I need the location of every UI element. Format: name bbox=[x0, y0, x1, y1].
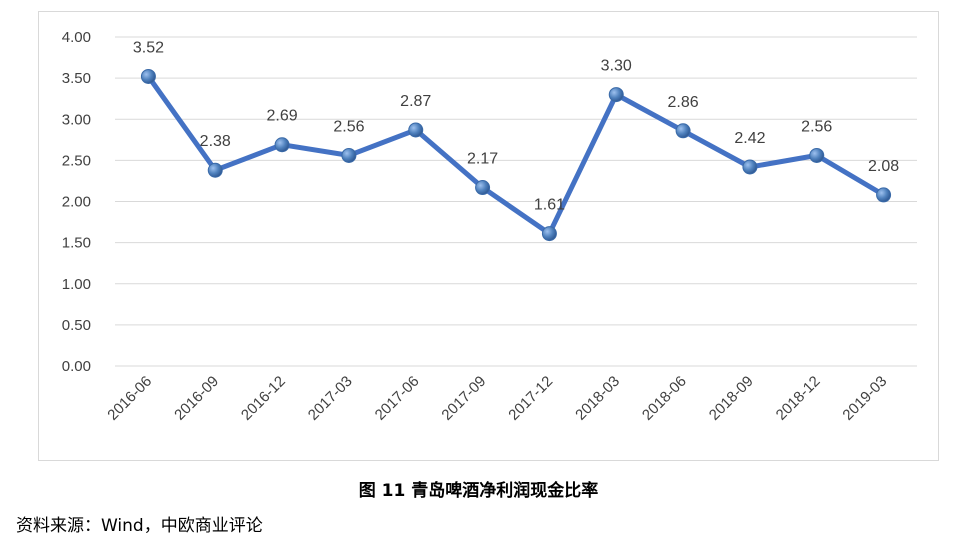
x-tick-label: 2017-09 bbox=[438, 373, 489, 424]
x-tick-label: 2018-09 bbox=[706, 373, 757, 424]
y-axis-ticks: 0.00 0.50 1.00 1.50 2.00 2.50 3.00 3.50 4.00 bbox=[62, 29, 91, 375]
y-tick-label: 1.00 bbox=[62, 276, 91, 293]
data-point-marker bbox=[274, 137, 290, 153]
chart-frame: 0.00 0.50 1.00 1.50 2.00 2.50 3.00 3.50 4.00 201… bbox=[38, 11, 939, 461]
x-tick-label: 2017-12 bbox=[505, 373, 556, 424]
y-tick-label: 2.00 bbox=[62, 194, 91, 211]
series-line-layer bbox=[145, 74, 887, 237]
data-point-marker bbox=[341, 147, 357, 163]
data-point-marker bbox=[475, 180, 491, 196]
data-label: 2.08 bbox=[868, 158, 899, 175]
x-axis-ticks: 2016-06 2016-09 2016-12 2017-03 2017-06 2017-… bbox=[104, 373, 890, 424]
data-label: 3.30 bbox=[601, 58, 632, 75]
y-tick-label: 3.00 bbox=[62, 111, 91, 128]
x-tick-label: 2016-09 bbox=[171, 373, 222, 424]
source-note: 资料来源：Wind，中欧商业评论 bbox=[16, 516, 263, 536]
marker-layer bbox=[140, 68, 892, 242]
series-line bbox=[145, 74, 887, 237]
data-label: 2.87 bbox=[400, 93, 431, 110]
data-label-layer: 3.52 2.38 2.69 2.56 2.87 2.17 1.61 3.30 2.86 2.42… bbox=[133, 39, 899, 213]
data-label: 2.56 bbox=[333, 118, 364, 135]
y-tick-label: 0.00 bbox=[62, 358, 91, 375]
data-point-marker bbox=[876, 187, 892, 203]
line-chart: 0.00 0.50 1.00 1.50 2.00 2.50 3.00 3.50 4.00 201… bbox=[62, 29, 917, 424]
data-label: 1.61 bbox=[534, 197, 565, 214]
data-label: 3.52 bbox=[133, 39, 164, 56]
x-tick-label: 2016-06 bbox=[104, 373, 155, 424]
figure-caption: 图 11 青岛啤酒净利润现金比率 bbox=[358, 481, 599, 501]
data-label: 2.56 bbox=[801, 118, 832, 135]
gridlines bbox=[115, 36, 917, 367]
data-point-marker bbox=[408, 122, 424, 138]
data-point-marker bbox=[140, 68, 156, 84]
y-tick-label: 3.50 bbox=[62, 70, 91, 87]
y-tick-label: 2.50 bbox=[62, 152, 91, 169]
data-point-marker bbox=[742, 159, 758, 175]
x-tick-label: 2017-03 bbox=[305, 373, 356, 424]
x-tick-label: 2016-12 bbox=[238, 373, 289, 424]
x-tick-label: 2018-06 bbox=[639, 373, 690, 424]
data-label: 2.17 bbox=[467, 151, 498, 168]
data-point-marker bbox=[207, 162, 223, 178]
x-tick-label: 2019-03 bbox=[839, 373, 890, 424]
data-point-marker bbox=[675, 123, 691, 139]
y-tick-label: 0.50 bbox=[62, 317, 91, 334]
data-label: 2.38 bbox=[200, 133, 231, 150]
x-tick-label: 2017-06 bbox=[372, 373, 423, 424]
data-point-marker bbox=[608, 87, 624, 103]
data-label: 2.86 bbox=[668, 94, 699, 111]
data-point-marker bbox=[809, 147, 825, 163]
y-tick-label: 4.00 bbox=[62, 29, 91, 46]
data-label: 2.42 bbox=[734, 130, 765, 147]
x-tick-label: 2018-03 bbox=[572, 373, 623, 424]
x-tick-label: 2018-12 bbox=[773, 373, 824, 424]
data-point-marker bbox=[541, 226, 557, 242]
data-label: 2.69 bbox=[267, 108, 298, 125]
y-tick-label: 1.50 bbox=[62, 235, 91, 252]
